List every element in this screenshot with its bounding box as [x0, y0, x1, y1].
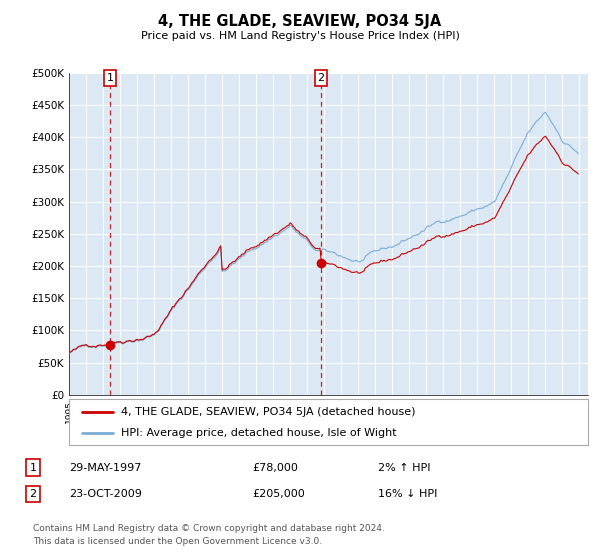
Text: Price paid vs. HM Land Registry's House Price Index (HPI): Price paid vs. HM Land Registry's House …	[140, 31, 460, 41]
Text: 1: 1	[107, 73, 113, 83]
Text: 2% ↑ HPI: 2% ↑ HPI	[378, 463, 431, 473]
Text: 29-MAY-1997: 29-MAY-1997	[69, 463, 142, 473]
Text: £205,000: £205,000	[252, 489, 305, 499]
Text: £78,000: £78,000	[252, 463, 298, 473]
Text: 1: 1	[29, 463, 37, 473]
Text: HPI: Average price, detached house, Isle of Wight: HPI: Average price, detached house, Isle…	[121, 428, 397, 438]
Text: 16% ↓ HPI: 16% ↓ HPI	[378, 489, 437, 499]
Text: 2: 2	[29, 489, 37, 499]
Text: 2: 2	[317, 73, 325, 83]
Text: 4, THE GLADE, SEAVIEW, PO34 5JA: 4, THE GLADE, SEAVIEW, PO34 5JA	[158, 14, 442, 29]
Text: 23-OCT-2009: 23-OCT-2009	[69, 489, 142, 499]
Text: 4, THE GLADE, SEAVIEW, PO34 5JA (detached house): 4, THE GLADE, SEAVIEW, PO34 5JA (detache…	[121, 407, 415, 417]
Text: Contains HM Land Registry data © Crown copyright and database right 2024.
This d: Contains HM Land Registry data © Crown c…	[33, 524, 385, 546]
